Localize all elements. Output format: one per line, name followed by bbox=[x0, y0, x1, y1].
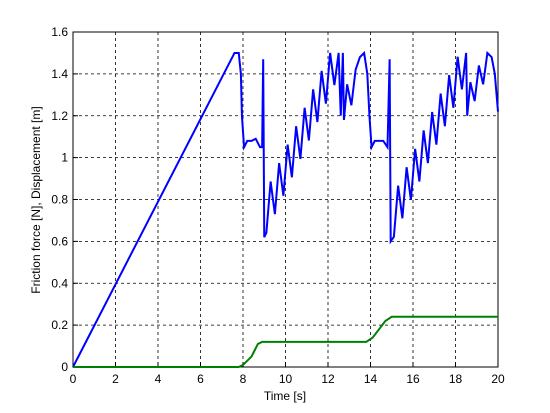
y-tick-label: 0.6 bbox=[51, 234, 68, 248]
x-tick-label: 2 bbox=[112, 372, 119, 386]
x-tick-label: 18 bbox=[449, 372, 463, 386]
series-line bbox=[73, 315, 498, 368]
x-tick-label: 0 bbox=[70, 372, 77, 386]
y-tick-label: 0.4 bbox=[51, 276, 68, 290]
y-tick-label: 1.4 bbox=[51, 67, 68, 81]
y-tick-label: 1.2 bbox=[51, 109, 68, 123]
x-tick-label: 14 bbox=[364, 372, 378, 386]
y-axis-label: Friction force [N], Displacement [m] bbox=[29, 106, 43, 293]
x-tick-label: 8 bbox=[240, 372, 247, 386]
y-tick-label: 0 bbox=[61, 360, 68, 374]
x-tick-label: 10 bbox=[279, 372, 293, 386]
x-tick-label: 12 bbox=[321, 372, 335, 386]
x-tick-label: 20 bbox=[491, 372, 505, 386]
series-line bbox=[72, 50, 499, 368]
x-tick-label: 16 bbox=[406, 372, 420, 386]
x-tick-label: 6 bbox=[197, 372, 204, 386]
axes-box bbox=[72, 31, 499, 368]
y-tick-label: 1 bbox=[61, 151, 68, 165]
y-tick-label: 0.8 bbox=[51, 193, 68, 207]
y-tick-label: 1.6 bbox=[51, 25, 68, 39]
y-tick-label: 0.2 bbox=[51, 318, 68, 332]
x-tick-label: 4 bbox=[155, 372, 162, 386]
x-axis-label: Time [s] bbox=[264, 389, 306, 403]
